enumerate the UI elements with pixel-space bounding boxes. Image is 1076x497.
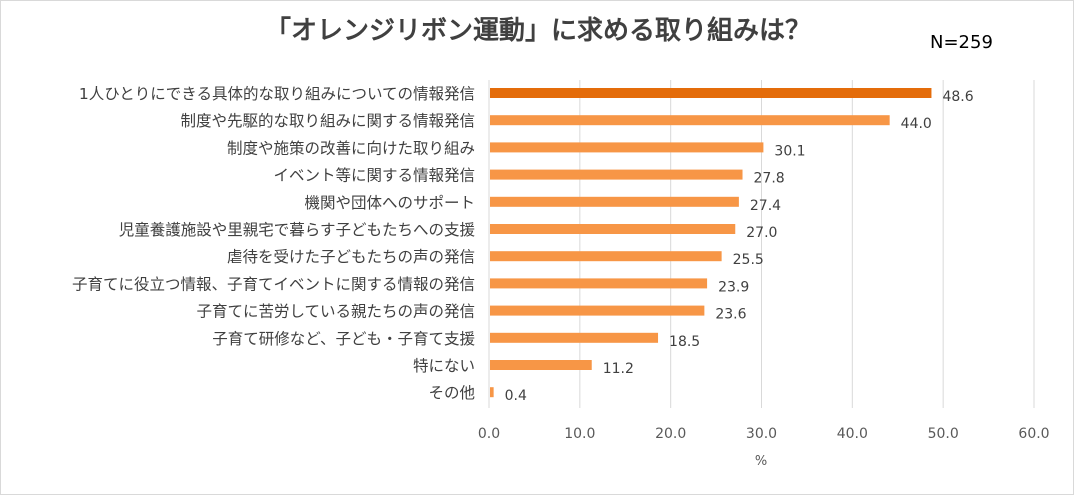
x-tick-label: 60.0: [1018, 426, 1049, 442]
bar: [490, 142, 764, 153]
chart-title: 「オレンジリボン運動」に求める取り組みは？: [264, 16, 811, 46]
category-label: 制度や先駆的な取り組みに関する情報発信: [180, 112, 475, 130]
x-tick-label: 30.0: [746, 426, 777, 442]
x-tick-label: 10.0: [564, 426, 595, 442]
bar: [490, 115, 890, 126]
category-label: 子育てに役立つ情報、子育てイベントに関する情報の発信: [72, 275, 475, 293]
category-label: 制度や施策の改善に向けた取り組み: [227, 139, 475, 157]
category-label: 機関や団体へのサポート: [304, 194, 475, 212]
bar: [490, 305, 705, 316]
bar: [490, 196, 739, 207]
bar: [490, 88, 932, 98]
category-label: 子育てに苦労している親たちの声の発信: [196, 303, 475, 321]
bar: [490, 278, 708, 289]
data-label: 27.4: [750, 198, 781, 214]
category-label: 児童養護施設や里親宅で暮らす子どもたちへの支援: [119, 220, 476, 239]
category-label: イベント等に関する情報発信: [273, 167, 475, 185]
x-tick-label: 20.0: [655, 426, 686, 442]
category-label: その他: [428, 384, 475, 402]
data-label: 48.6: [942, 89, 973, 105]
data-label: 18.5: [669, 334, 700, 350]
bar: [490, 224, 736, 234]
data-label: 30.1: [774, 143, 805, 159]
data-label: 27.0: [746, 225, 777, 241]
bar: [490, 169, 743, 180]
category-label: 子育て研修など、子ども・子育て支援: [212, 330, 475, 348]
data-label: 23.9: [718, 279, 749, 295]
bar: [490, 251, 722, 262]
data-label: 25.5: [733, 252, 764, 268]
bar: [490, 360, 592, 370]
data-label: 11.2: [603, 361, 634, 377]
data-label: 27.8: [754, 171, 785, 187]
bar: [490, 387, 494, 398]
x-tick-label: 50.0: [928, 426, 959, 442]
category-label: 特にない: [413, 357, 475, 375]
category-label: 虐待を受けた子どもたちの声の発信: [227, 248, 475, 266]
x-tick-label: 0.0: [478, 426, 500, 442]
data-label: 0.4: [505, 388, 527, 404]
bar: [490, 332, 659, 343]
data-label: 23.6: [715, 307, 746, 323]
data-label: 44.0: [901, 116, 932, 132]
x-tick-label: 40.0: [837, 426, 868, 442]
sample-size-label: N=259: [930, 32, 993, 53]
category-label: 1人ひとりにできる具体的な取り組みについての情報発信: [79, 85, 475, 103]
x-axis-label: %: [755, 454, 767, 469]
